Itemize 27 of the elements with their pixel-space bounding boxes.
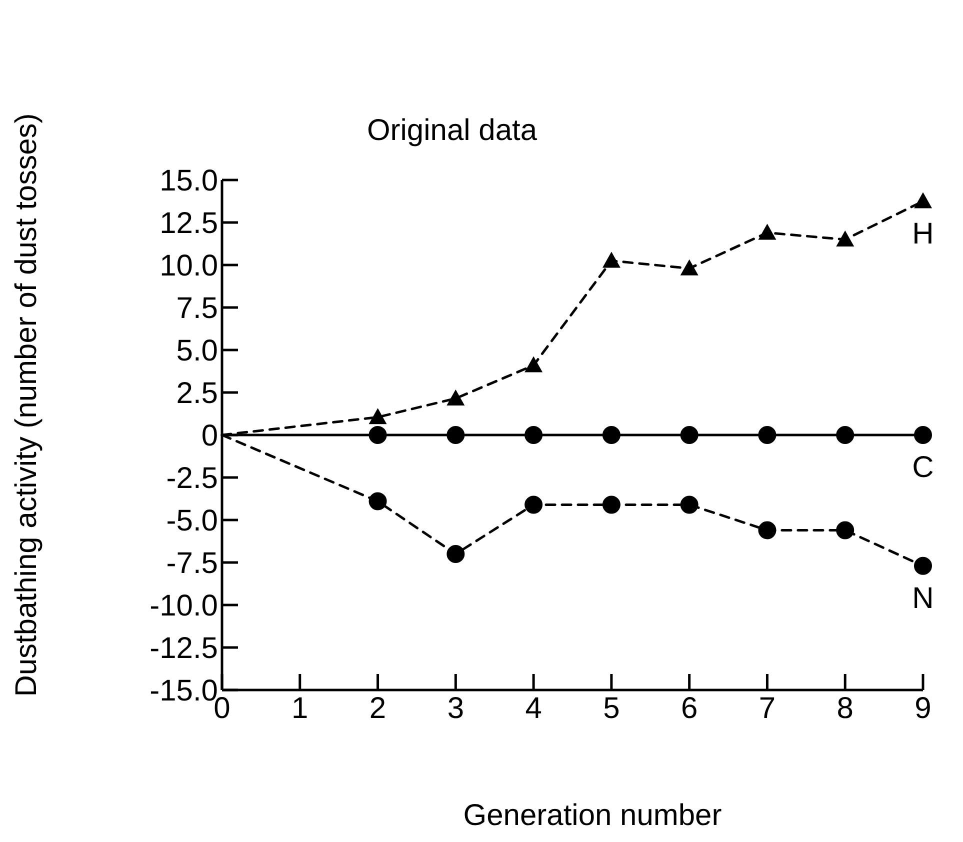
y-tick-label: -5.0 bbox=[166, 504, 218, 538]
x-tick-label: 3 bbox=[447, 692, 464, 725]
chart-title: Original data bbox=[366, 114, 538, 147]
series-label: H bbox=[912, 217, 934, 250]
x-tick-label: 5 bbox=[603, 692, 620, 725]
series-label: C bbox=[912, 451, 934, 484]
x-tick-label: 2 bbox=[369, 692, 386, 725]
x-tick-label: 8 bbox=[836, 692, 854, 725]
y-tick-label: 12.5 bbox=[160, 207, 218, 240]
y-tick-label: 0 bbox=[201, 420, 218, 452]
x-tick-label: 6 bbox=[680, 692, 698, 725]
y-tick-label: 15.0 bbox=[160, 164, 218, 198]
series-label: N bbox=[912, 582, 934, 615]
x-tick-label: 7 bbox=[758, 692, 776, 725]
y-tick-label: -2.5 bbox=[166, 462, 218, 495]
y-tick-label: 7.5 bbox=[176, 292, 218, 325]
x-tick-label: 4 bbox=[525, 692, 542, 725]
y-axis-title: Dustbathing activity (number of dust tosses) bbox=[10, 113, 43, 697]
x-tick-label: 9 bbox=[914, 692, 932, 725]
x-axis-title: Generation number bbox=[463, 799, 722, 832]
x-tick-label: 1 bbox=[292, 692, 308, 725]
y-tick-label: -7.5 bbox=[166, 547, 218, 580]
y-tick-label: 10.0 bbox=[160, 250, 218, 282]
y-tick-label: -10.0 bbox=[150, 590, 218, 622]
y-tick-label: 5.0 bbox=[176, 334, 218, 368]
y-tick-label: 2.5 bbox=[176, 377, 218, 410]
y-tick-label: -12.5 bbox=[150, 632, 218, 665]
